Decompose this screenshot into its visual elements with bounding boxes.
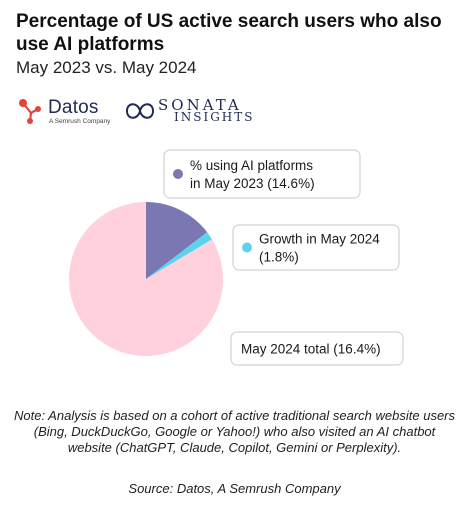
annotation-total-2024-text: May 2024 total (16.4%) xyxy=(241,342,381,357)
legend-growth-2024: Growth in May 2024 (1.8%) xyxy=(232,224,400,271)
legend-growth-2024-box xyxy=(232,224,400,271)
datos-logo: Datos A Semrush Company xyxy=(16,96,116,126)
chart-subtitle: May 2023 vs. May 2024 xyxy=(16,58,197,77)
datos-logo-word: Datos xyxy=(48,97,99,118)
pie-slice-1 xyxy=(146,202,208,279)
pie-slice-3 xyxy=(68,202,223,356)
legend-growth-2024-marker xyxy=(242,242,252,253)
legend-ai-2023-box xyxy=(163,149,361,199)
pie-chart: % using AI platforms in May 2023 (14.6%) G… xyxy=(68,149,404,366)
legend-growth-2024-text: Growth in May 2024 xyxy=(259,232,380,247)
legend-ai-2023: % using AI platforms in May 2023 (14.6%) xyxy=(163,149,361,199)
annotation-total-2024-box xyxy=(230,331,404,366)
pie-slice-2 xyxy=(146,232,213,279)
sonata-insights-logo: SONATA INSIGHTS xyxy=(124,96,252,126)
legend-ai-2023-text: in May 2023 (14.6%) xyxy=(190,176,315,191)
annotation-total-2024: May 2024 total (16.4%) xyxy=(230,331,404,366)
insights-logo-word: INSIGHTS xyxy=(174,110,255,124)
legend-growth-2024-text: (1.8%) xyxy=(259,250,299,265)
sonata-knot-icon xyxy=(125,103,155,119)
footnote: Note: Analysis is based on a cohort of a… xyxy=(13,408,456,455)
legend-ai-2023-marker xyxy=(173,169,183,179)
chart-title: Percentage of US active search users who… xyxy=(16,11,442,55)
sonata-logo-word: SONATA xyxy=(158,96,242,114)
source-note: Source: Datos, A Semrush Company xyxy=(128,481,341,496)
legend-ai-2023-text: % using AI platforms xyxy=(190,158,313,173)
datos-logo-tagline: A Semrush Company xyxy=(49,118,111,125)
datos-molecule-icon xyxy=(19,99,41,124)
